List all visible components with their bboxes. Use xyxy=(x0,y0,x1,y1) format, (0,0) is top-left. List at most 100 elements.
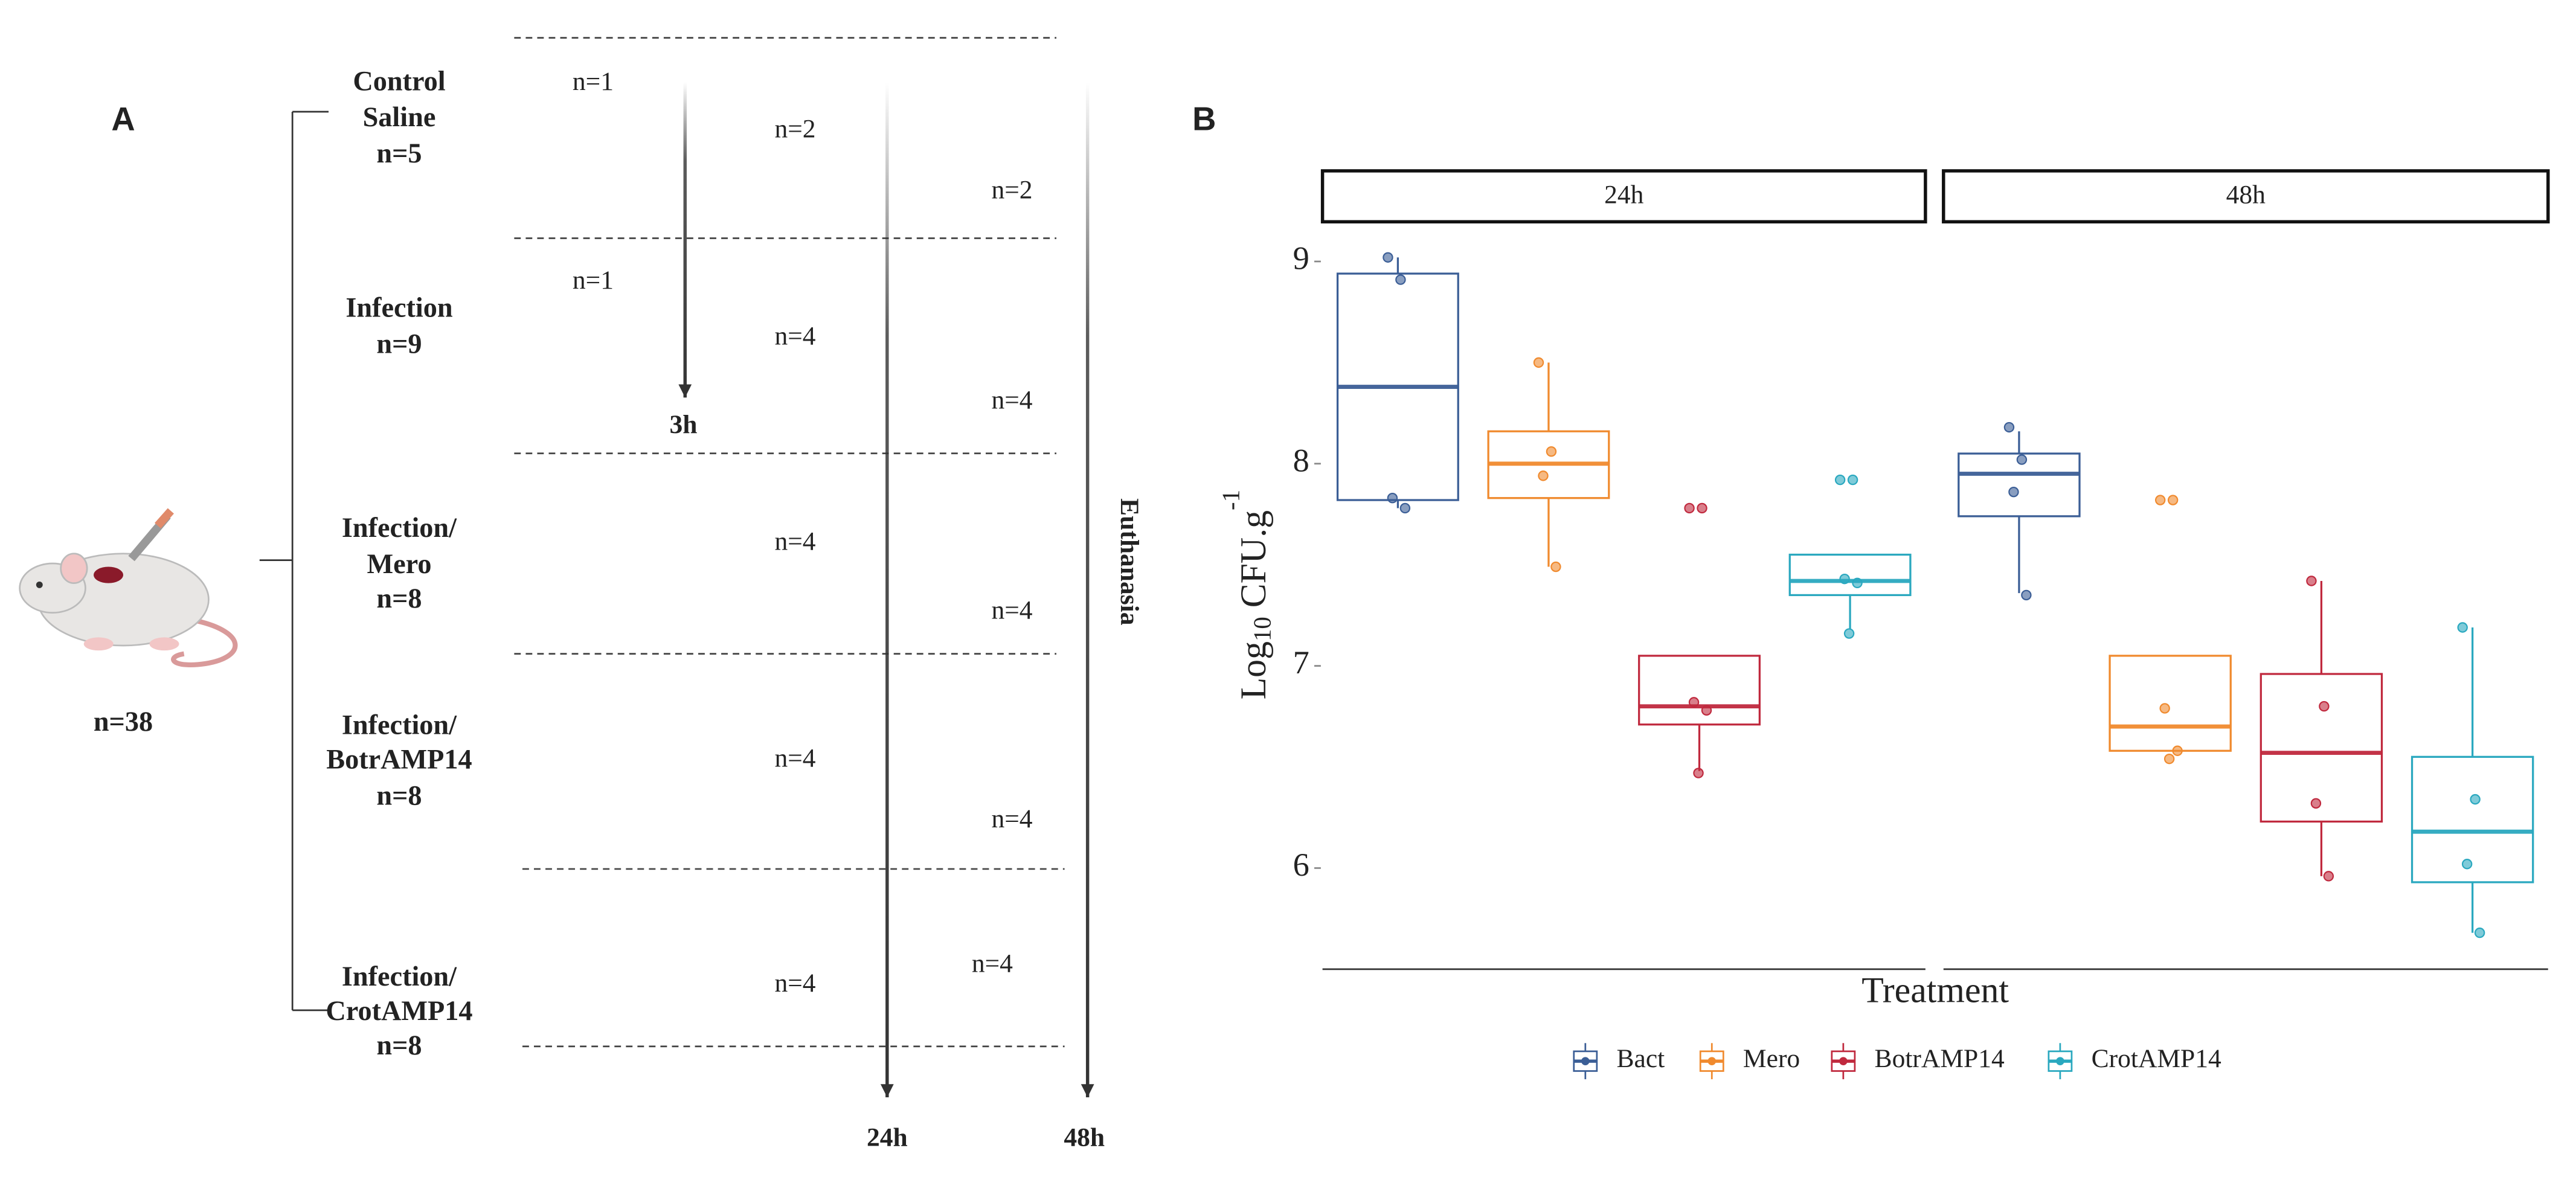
timeline xyxy=(885,82,889,1098)
timepoint-label: 24h xyxy=(867,1123,908,1152)
group-label: Infection/ xyxy=(342,961,457,992)
total-count: n=38 xyxy=(94,707,153,737)
data-point xyxy=(1538,470,1549,481)
timepoint-label: 48h xyxy=(1064,1123,1105,1152)
legend-key xyxy=(1707,1057,1717,1065)
data-point xyxy=(2163,753,2175,765)
box xyxy=(2260,673,2383,823)
facet-strip xyxy=(1942,169,2550,223)
data-point xyxy=(1839,573,1850,585)
group-count: n=4 xyxy=(992,596,1033,625)
legend-label: BotrAMP14 xyxy=(1875,1044,2005,1073)
box xyxy=(1638,655,1761,726)
data-point xyxy=(2021,589,2032,601)
group-count: n=4 xyxy=(774,743,815,772)
group-count: n=4 xyxy=(972,949,1013,978)
data-point xyxy=(1697,502,1707,514)
data-point xyxy=(2008,486,2019,498)
group-count: n=4 xyxy=(992,385,1033,414)
arrow-head xyxy=(1081,1084,1094,1098)
mouse-illustration xyxy=(19,508,238,668)
data-point xyxy=(1395,274,1406,285)
facet-label: 48h xyxy=(2226,180,2266,209)
group-label: Saline xyxy=(363,102,436,133)
data-point xyxy=(2474,927,2485,938)
data-point xyxy=(1688,697,1700,708)
arrow-head xyxy=(678,384,692,398)
data-point xyxy=(2154,495,2166,505)
x-axis-label: Treatment xyxy=(1861,970,2009,1010)
legend-label: Mero xyxy=(1743,1044,1800,1073)
y-tick-label: 6 xyxy=(1293,847,1309,883)
group-count: n=4 xyxy=(774,527,815,556)
legend-key xyxy=(1581,1057,1590,1065)
data-point xyxy=(1399,502,1411,514)
group-label: n=8 xyxy=(376,781,422,812)
data-point xyxy=(1533,357,1544,368)
timeline xyxy=(683,82,687,398)
group-label: CrotAMP14 xyxy=(326,996,472,1027)
arrow-head xyxy=(880,1084,894,1098)
data-point xyxy=(1383,252,1393,263)
timeline xyxy=(1085,82,1090,1098)
y-tick-label: 8 xyxy=(1293,442,1309,478)
group-count: n=4 xyxy=(774,969,815,998)
panel-label: A xyxy=(111,101,135,138)
data-point xyxy=(2461,859,2473,870)
data-point xyxy=(2319,701,2330,712)
data-point xyxy=(1834,474,1846,486)
legend-key xyxy=(1839,1057,1848,1065)
y-axis-label: Log10 CFU.g-1 xyxy=(1218,490,1276,699)
group-label: n=8 xyxy=(376,583,422,614)
y-axis-label-part: -1 xyxy=(1218,490,1245,510)
data-point xyxy=(1701,705,1712,716)
group-count: n=1 xyxy=(573,266,614,295)
data-point xyxy=(1693,768,1704,778)
group-label: Infection/ xyxy=(342,513,457,544)
data-point xyxy=(2457,622,2468,633)
y-axis-label-part: 10 xyxy=(1249,617,1276,641)
timepoint-label: 3h xyxy=(670,410,698,439)
group-count: n=4 xyxy=(992,804,1033,833)
data-point xyxy=(2003,422,2015,433)
data-point xyxy=(1387,493,1398,504)
group-label: n=9 xyxy=(376,329,422,360)
box xyxy=(2109,655,2232,752)
data-point xyxy=(2323,871,2334,882)
data-point xyxy=(2016,454,2028,465)
group-label: n=5 xyxy=(376,138,422,169)
data-point xyxy=(2470,794,2481,805)
data-point xyxy=(1684,502,1695,514)
group-label: Mero xyxy=(367,549,431,580)
legend-label: CrotAMP14 xyxy=(2092,1044,2221,1073)
y-tick-label: 9 xyxy=(1293,240,1309,276)
data-point xyxy=(1852,577,1863,589)
y-axis-label-part: Log xyxy=(1233,641,1273,699)
facet-label: 24h xyxy=(1604,180,1644,209)
data-point xyxy=(2159,703,2170,714)
box xyxy=(1788,553,1912,597)
data-point xyxy=(1843,628,1855,639)
group-label: n=8 xyxy=(376,1030,422,1061)
data-point xyxy=(2167,495,2179,505)
data-point xyxy=(1847,474,1858,486)
data-point xyxy=(2306,576,2317,586)
group-count: n=4 xyxy=(774,321,815,350)
facet-strip xyxy=(1320,169,1927,223)
box xyxy=(2411,755,2534,884)
data-point xyxy=(1550,561,1561,572)
data-point xyxy=(2172,745,2183,756)
legend-label: Bact xyxy=(1617,1044,1665,1073)
y-tick-label: 7 xyxy=(1293,644,1309,681)
y-axis-label-part: CFU.g xyxy=(1233,510,1273,617)
euthanasia-label: Euthanasia xyxy=(1115,498,1144,626)
group-label: Infection xyxy=(345,293,453,324)
group-label: Infection/ xyxy=(342,710,457,741)
data-point xyxy=(1546,446,1557,457)
group-count: n=1 xyxy=(573,67,614,96)
group-label: Control xyxy=(353,66,445,97)
group-count: n=2 xyxy=(774,115,815,144)
data-point xyxy=(2310,798,2322,809)
